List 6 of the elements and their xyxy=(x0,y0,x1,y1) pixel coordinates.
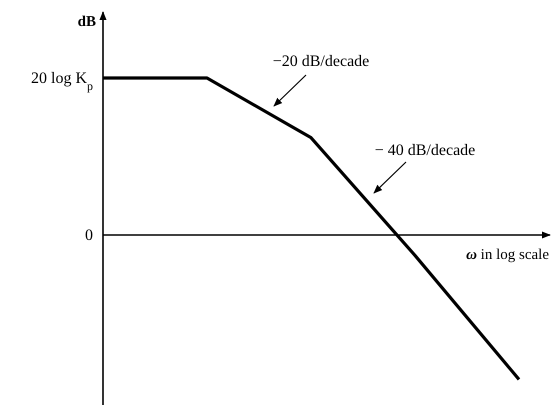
x-axis-title: ω in log scale xyxy=(466,247,550,263)
text: 20 log K$_{p}$ xyxy=(31,70,93,93)
y-axis-title: dB xyxy=(78,14,96,30)
text: −20 dB/decade xyxy=(272,53,370,70)
annotation: − 40 dB/decade xyxy=(374,142,476,159)
text: 0 xyxy=(85,227,93,244)
